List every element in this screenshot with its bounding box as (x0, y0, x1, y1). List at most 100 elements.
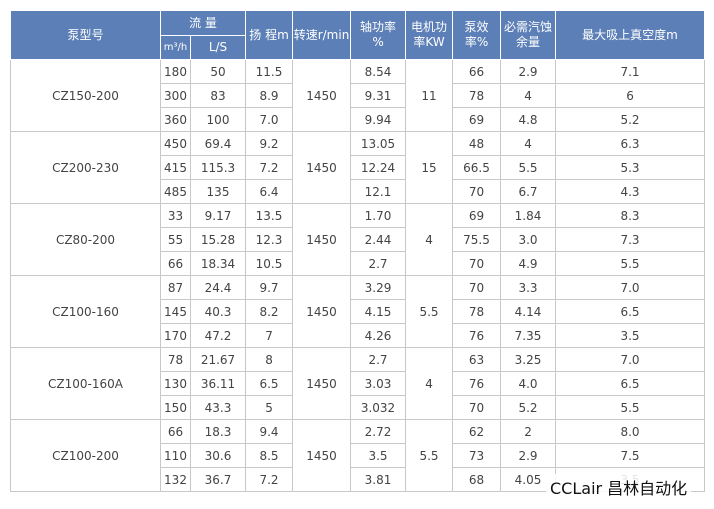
table-cell: 68 (452, 467, 502, 492)
table-cell: 8.2 (245, 299, 294, 324)
table-cell: 78 (452, 299, 502, 324)
table-cell: 73 (452, 443, 502, 468)
table-cell: 87 (160, 275, 191, 300)
table-cell: 7.0 (555, 275, 706, 300)
table-cell: 9.2 (245, 131, 294, 156)
table-cell: 7.2 (245, 467, 294, 492)
table-cell: 3.25 (500, 347, 557, 372)
table-row: CZ150-200 180 50 11.5 1450 8.54 11 66 2.9 7.1 (10, 59, 706, 132)
header-cell: 泵效 率% (452, 10, 502, 60)
table-cell: 6.5 (245, 371, 294, 396)
table-cell: 62 (452, 419, 502, 444)
table-row: CZ100-200 66 18.3 9.4 1450 2.72 5.5 62 2 8.0 (10, 419, 706, 492)
table-cell: 3.3 (500, 275, 557, 300)
table-row: CZ200-230 450 69.4 9.2 1450 13.05 15 48 4 6.3 (10, 131, 706, 204)
table-cell: 4 (500, 83, 557, 108)
header-cell: 泵型号 (10, 10, 161, 60)
table-cell: CZ100-160 (10, 275, 161, 348)
table-cell: 63 (452, 347, 502, 372)
table-cell: 2.44 (350, 227, 407, 252)
table-cell: 11 (405, 59, 454, 132)
table-cell: 3.03 (350, 371, 407, 396)
table-cell: 2.7 (350, 251, 407, 276)
table-cell: 360 (160, 107, 191, 132)
table-cell: 78 (452, 83, 502, 108)
table-cell: 4.26 (350, 323, 407, 348)
table-cell: 48 (452, 131, 502, 156)
table-cell: 66 (160, 251, 191, 276)
table-cell: 7.2 (245, 155, 294, 180)
header-line: 电机功 (411, 20, 448, 34)
table-cell: 18.3 (189, 419, 247, 444)
table-row: 145 40.3 8.2 4.15 78 4.14 6.5 (11, 299, 706, 324)
table-cell: 70 (452, 179, 502, 204)
table-cell: CZ100-200 (10, 419, 161, 492)
table-cell: 2 (500, 419, 557, 444)
table-cell: 4.15 (350, 299, 407, 324)
table-cell: 150 (160, 395, 191, 420)
table-cell: 9.31 (350, 83, 407, 108)
table-row: 170 47.2 7 4.26 76 7.35 3.5 (11, 323, 706, 348)
header-cell: 最大吸上真空度m (555, 10, 706, 60)
header-cell: m³/h (160, 35, 191, 60)
table-cell: 4.9 (500, 251, 557, 276)
table-cell: 300 (160, 83, 191, 108)
table-cell: 1450 (292, 131, 352, 204)
header-line: 泵效 (464, 20, 489, 34)
header-line: 余量 (516, 35, 541, 49)
table-cell: 132 (160, 467, 191, 492)
table-cell: 4 (405, 347, 454, 420)
table-cell: 7.0 (555, 347, 706, 372)
table-row: 55 15.28 12.3 2.44 75.5 3.0 7.3 (11, 227, 706, 252)
table-cell: CZ80-200 (10, 203, 161, 276)
table-cell: 5.3 (555, 155, 706, 180)
header-cell: 流 量 (159, 10, 247, 36)
table-cell: 6.5 (555, 371, 706, 396)
table-cell: 130 (160, 371, 191, 396)
table-row: 66 18.34 10.5 2.7 70 4.9 5.5 (11, 251, 706, 276)
table-cell: 8.0 (555, 419, 706, 444)
table-cell: 75.5 (452, 227, 502, 252)
table-cell: 145 (160, 299, 191, 324)
table-cell: 12.1 (350, 179, 407, 204)
table-cell: 7.35 (500, 323, 557, 348)
table-cell: 36.11 (189, 371, 247, 396)
table-cell: 7.3 (555, 227, 706, 252)
table-body: CZ150-200 180 50 11.5 1450 8.54 11 66 2.9 7.1 300 8… (10, 59, 706, 492)
table-cell: 21.67 (189, 347, 247, 372)
table-cell: 8.9 (245, 83, 294, 108)
table-cell: 2.9 (500, 59, 557, 84)
table-cell: 36.7 (189, 467, 247, 492)
table-cell: CZ100-160A (10, 347, 161, 420)
table-cell: 115.3 (189, 155, 247, 180)
table-cell: 1450 (292, 203, 352, 276)
header-line: 率KW (413, 35, 445, 49)
table-cell: 13.05 (350, 131, 407, 156)
table-cell: 7.0 (245, 107, 294, 132)
header-cell: 必需汽蚀 余量 (500, 10, 557, 60)
table-cell: 70 (452, 395, 502, 420)
table-cell: 3.5 (350, 443, 407, 468)
table-cell: 5.5 (405, 419, 454, 492)
table-cell: 5 (245, 395, 294, 420)
table-cell: 76 (452, 323, 502, 348)
table-cell: 135 (189, 179, 247, 204)
table-cell: 83 (189, 83, 247, 108)
table-cell: 10.5 (245, 251, 294, 276)
header-cell: 电机功 率KW (405, 10, 454, 60)
table-cell: 4.14 (500, 299, 557, 324)
table-cell: 3.29 (350, 275, 407, 300)
table-cell: 70 (452, 251, 502, 276)
table-cell: 12.24 (350, 155, 407, 180)
table-row: CZ100-160 87 24.4 9.7 1450 3.29 5.5 70 3.3 7.0 (10, 275, 706, 348)
table-cell: 1.84 (500, 203, 557, 228)
table-cell: 6.3 (555, 131, 706, 156)
table-cell: 485 (160, 179, 191, 204)
table-cell: 78 (160, 347, 191, 372)
header-cell: L/S (189, 35, 247, 60)
table-cell: 1450 (292, 59, 352, 132)
header-line: 必需汽蚀 (504, 20, 553, 34)
table-row: CZ100-160A 78 21.67 8 1450 2.7 4 63 3.25 7.0 (10, 347, 706, 420)
table-cell: 4.8 (500, 107, 557, 132)
table-cell: 9.94 (350, 107, 407, 132)
